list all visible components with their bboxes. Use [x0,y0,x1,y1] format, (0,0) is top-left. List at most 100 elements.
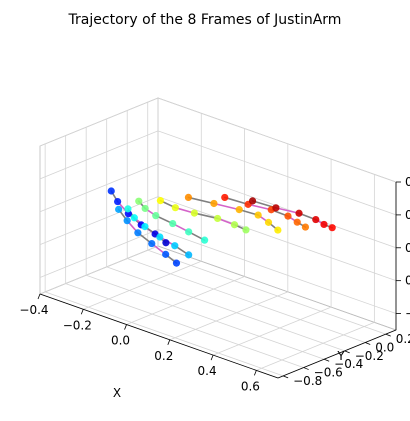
trajectory-point [115,205,123,213]
grid-y-floor [127,258,366,343]
y-tick-mark [324,358,330,362]
x-tick-label: 0.4 [198,364,217,378]
grid-x-floor [83,260,202,310]
trajectory-point [201,236,209,244]
grid-z-left [39,229,159,278]
x-tick-mark [37,293,41,300]
trajectory-point [156,233,164,241]
grid-lines [39,97,397,377]
trajectory-point [171,242,179,250]
grid-z-left [39,163,159,213]
trajectory-point [130,214,138,222]
y-tick-label: −0.2 [355,349,384,363]
grid-y-floor [106,266,345,352]
chart-title: Trajectory of the 8 Frames of JustinArm [68,12,342,28]
y-tick-mark [365,342,371,345]
link-segment [213,202,241,211]
x-tick-mark [80,309,84,315]
trajectory-point [320,220,328,229]
link-segment [193,212,219,220]
y-tick-mark [282,375,289,379]
trajectory-point [124,205,132,213]
trajectory-point [172,259,181,267]
x-tick-mark [167,339,171,345]
link-segment [247,203,273,211]
trajectory-point [171,204,179,212]
x-tick-mark [210,354,214,361]
trajectory-point [162,239,170,247]
trajectory-point [230,221,239,229]
y-tick-label: −0.4 [334,357,363,371]
grid-z-left [39,97,159,147]
x-tick-mark [124,324,127,330]
left-pane [39,97,159,295]
trajectory-point [264,218,273,226]
grid-z-back [157,130,397,216]
trajectory-point [272,204,280,212]
z-tick-label: 0.6 [405,175,410,189]
trajectory-point [293,218,301,226]
y-tick-mark [344,350,350,354]
grid-z-back [157,196,397,282]
grid-x-floor [39,245,159,295]
grid-z-left [39,130,159,180]
trajectory-point [242,226,250,234]
x-axis-label: X [113,386,121,400]
tick-labels: −0.4−0.20.00.20.40.6 −0.8−0.6−0.4−0.20.00… [19,175,410,393]
grid-x-floor [126,276,245,325]
trajectory-point [284,212,292,220]
z-tick-label: −0.2 [405,307,410,321]
x-tick-mark [253,370,257,376]
grid-z-back [157,229,397,314]
trajectory-point [312,215,320,224]
trajectory-point [135,197,143,205]
x-axis-line [39,293,279,379]
trajectory-point [328,224,336,232]
x-tick-label: −0.4 [19,303,48,317]
y-tick-label: −0.8 [293,374,322,388]
y-axis-line [277,329,397,379]
grid-x-floor [169,291,288,341]
link-segment [187,196,215,205]
trajectory-point [148,239,156,248]
trajectory-point [185,251,193,259]
trajectory-point [184,193,193,202]
trajectory-point [254,211,262,219]
y-tick-mark [385,333,391,337]
x-tick-label: 0.2 [154,349,173,363]
y-tick-label: −0.6 [314,366,343,380]
trajectory-point [213,214,222,223]
trajectory-point [162,250,170,258]
link-segment [223,196,249,206]
y-tick-mark [303,367,309,370]
trajectory-point [107,187,115,195]
grid-x-floor [212,306,332,356]
trajectory-point [301,223,310,231]
link-segment [275,207,300,215]
trajectory-point [248,197,257,205]
grid-y-floor [86,274,325,360]
trajectory-point [152,212,160,220]
trajectory-point [235,206,243,214]
trajectory-point [190,209,198,217]
trajectory-point [274,226,282,234]
y-tick-label: 0.0 [375,341,394,355]
trajectory-point [221,193,229,202]
z-tick-label: 0.0 [405,274,410,288]
x-tick-label: 0.0 [111,334,130,348]
x-tick-label: 0.6 [241,379,260,393]
z-tick-label: 0.2 [405,241,410,255]
y-tick-label: 0.2 [396,332,410,346]
grid-y-floor [65,283,304,368]
axes-panes [38,97,398,379]
trajectory-point [141,223,149,231]
trajectory-point [123,217,131,225]
trajectory-point [169,219,177,228]
axis-lines [39,182,397,379]
trajectory-point [185,228,193,236]
z-tick-label: 0.4 [405,208,410,222]
trajectory-point [134,229,142,237]
grid-y-floor [147,249,386,335]
trajectory-point [156,196,165,205]
